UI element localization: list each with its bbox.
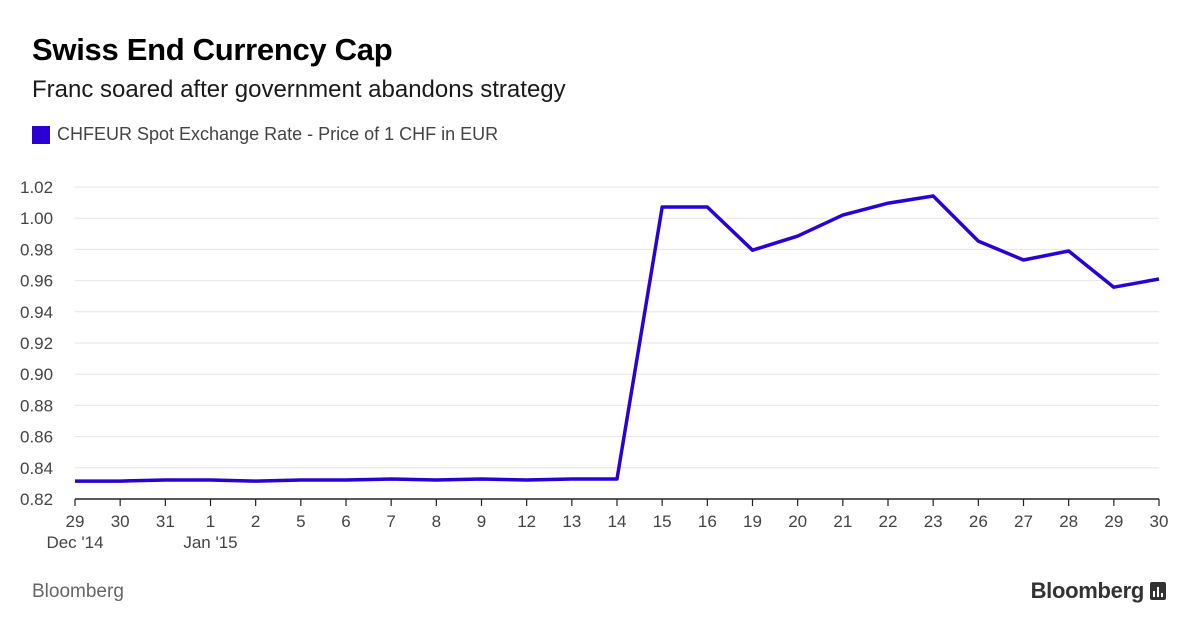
x-tick-label-14: 16: [698, 512, 717, 531]
x-tick-label-1: 30: [111, 512, 130, 531]
x-tick-label-24: 30: [1150, 512, 1169, 531]
y-tick-label-0.86: 0.86: [20, 428, 53, 447]
y-tick-label-0.92: 0.92: [20, 334, 53, 353]
chart-subtitle: Franc soared after government abandons s…: [32, 76, 566, 103]
x-tick-label-22: 28: [1059, 512, 1078, 531]
x-tick-label-0: 29: [66, 512, 85, 531]
x-tick-label-13: 15: [653, 512, 672, 531]
bloomberg-chart-icon: [1150, 582, 1166, 600]
x-tick-label-4: 2: [251, 512, 260, 531]
y-tick-label-0.90: 0.90: [20, 365, 53, 384]
y-tick-label-0.88: 0.88: [20, 396, 53, 415]
x-tick-label-7: 7: [386, 512, 395, 531]
y-tick-label-0.98: 0.98: [20, 240, 53, 259]
legend-swatch: [32, 125, 50, 144]
y-axis-ticks: 0.82 0.84 0.86 0.88 0.90 0.92 0.94 0.96 0.98 1.00…: [20, 178, 53, 509]
x-tick-label-17: 21: [833, 512, 852, 531]
x-tick-label-12: 14: [608, 512, 627, 531]
y-tick-label-0.94: 0.94: [20, 303, 53, 322]
y-tick-label-0.82: 0.82: [20, 490, 53, 509]
x-tick-label-3: 1: [206, 512, 215, 531]
x-tick-label-16: 20: [788, 512, 807, 531]
x-tick-label-23: 29: [1104, 512, 1123, 531]
legend-label: CHFEUR Spot Exchange Rate - Price of 1 C…: [57, 124, 499, 144]
bloomberg-logo: Bloomberg: [1031, 578, 1166, 604]
x-tick-label-19: 23: [924, 512, 943, 531]
x-tick-label-21: 27: [1014, 512, 1033, 531]
x-tick-label-8: 8: [432, 512, 441, 531]
x-tick-label-9: 9: [477, 512, 486, 531]
x-axis-period-labels: Dec '14 Jan '15: [46, 533, 237, 552]
x-tick-label-6: 6: [341, 512, 350, 531]
x-tick-label-11: 13: [562, 512, 581, 531]
line-chart: 0.82 0.84 0.86 0.88 0.90 0.92 0.94 0.96 0.98 1.00…: [20, 178, 1169, 552]
gridlines: [75, 186, 1159, 469]
y-tick-label-1.02: 1.02: [20, 178, 53, 197]
source-label: Bloomberg: [32, 581, 124, 602]
y-tick-label-0.84: 0.84: [20, 459, 53, 478]
x-axis-ticks: 29 30 31 1 2 5 6 7 8 9 12 13 14 15 16 19 20 21 22 23 26 27 28 2…: [66, 499, 1169, 531]
x-tick-label-2: 31: [156, 512, 175, 531]
y-tick-label-1.00: 1.00: [20, 209, 53, 228]
brand-text: Bloomberg: [1030, 578, 1145, 603]
x-tick-label-18: 22: [879, 512, 898, 531]
period-label-0: Dec '14: [46, 533, 103, 552]
x-tick-label-5: 5: [296, 512, 305, 531]
x-tick-label-10: 12: [517, 512, 536, 531]
chart-title: Swiss End Currency Cap: [32, 32, 393, 67]
y-tick-label-0.96: 0.96: [20, 272, 53, 291]
x-tick-label-20: 26: [969, 512, 988, 531]
period-label-3: Jan '15: [183, 533, 237, 552]
series-line: [75, 194, 1160, 483]
x-tick-label-15: 19: [743, 512, 762, 531]
legend: CHFEUR Spot Exchange Rate - Price of 1 C…: [32, 124, 498, 145]
